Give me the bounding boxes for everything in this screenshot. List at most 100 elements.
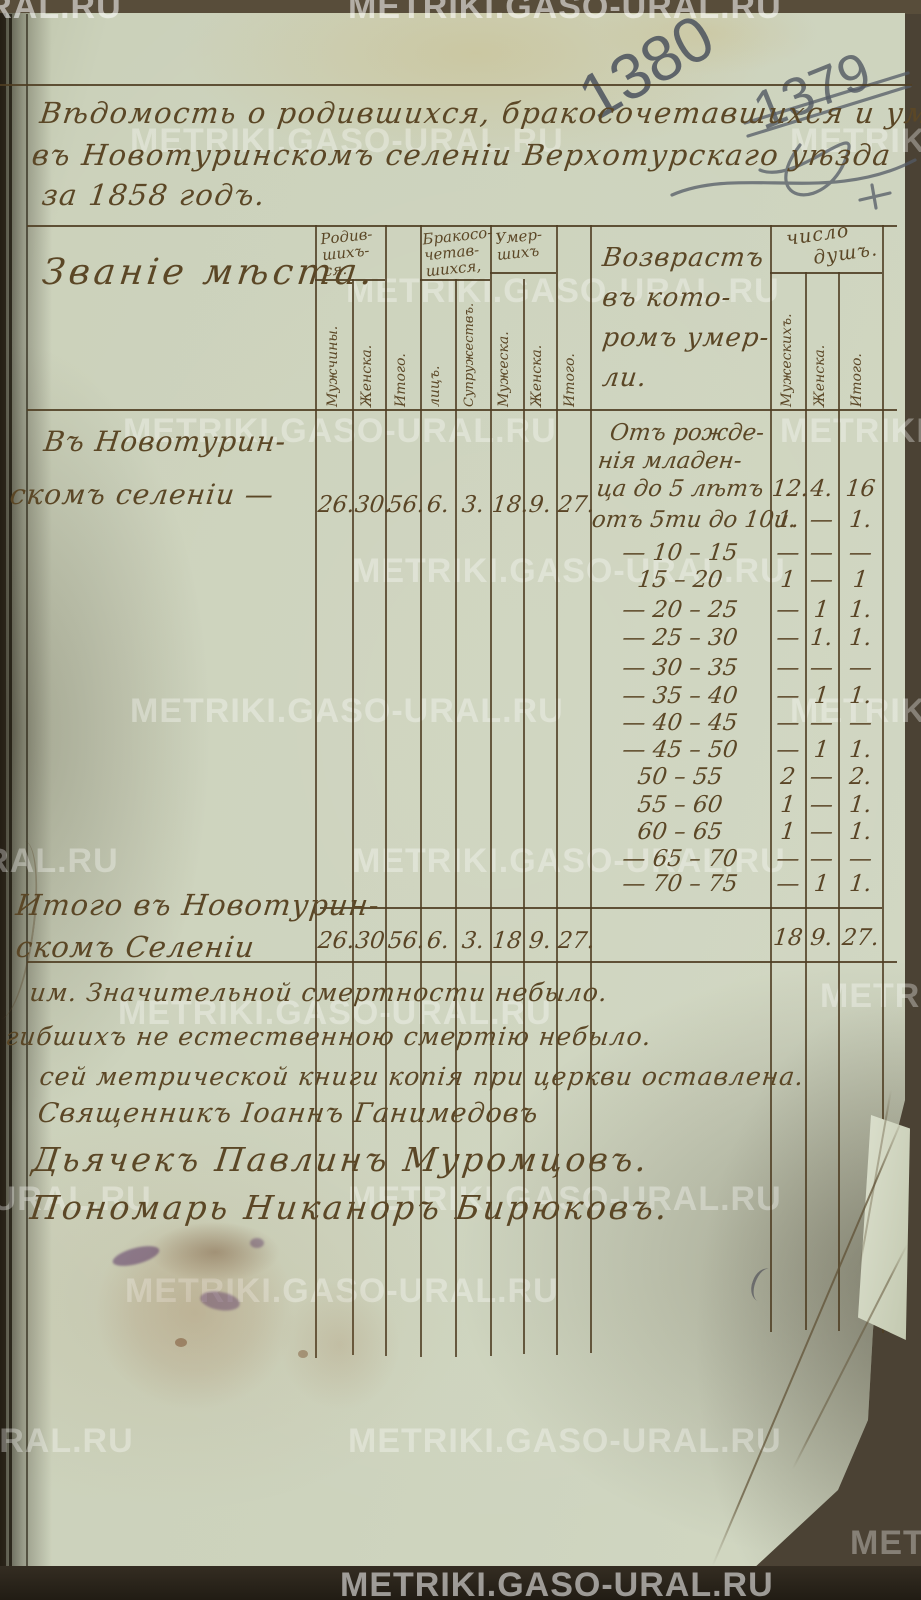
age-row-label: — 40 – 45 bbox=[620, 710, 740, 736]
table-cell: — bbox=[847, 710, 874, 736]
table-cell: 9. bbox=[527, 492, 553, 518]
table-cell: — bbox=[775, 846, 801, 872]
age-row-label: ца до 5 лѣтъ bbox=[594, 476, 766, 502]
subcolumn-label-female-born: Женска. bbox=[359, 344, 375, 407]
watermark: METRIKI.GASO-URAL.RU bbox=[820, 977, 921, 1015]
grid-line bbox=[352, 279, 354, 1355]
grid-line bbox=[556, 225, 558, 1355]
table-cell: 6. bbox=[425, 928, 451, 954]
table-cell: 1. bbox=[848, 625, 873, 651]
grid-line bbox=[490, 272, 556, 274]
age-row-label: 55 – 60 bbox=[636, 792, 724, 818]
table-cell: 1 bbox=[812, 683, 831, 709]
table-cell: 1 bbox=[812, 597, 831, 623]
subcolumn-label-male-souls: Мужескихъ. bbox=[779, 313, 795, 407]
watermark: METRIKI.GASO-URAL.RU bbox=[790, 122, 921, 160]
grid-line bbox=[770, 272, 882, 274]
table-cell: 1. bbox=[809, 625, 834, 651]
table-cell: 18 bbox=[771, 925, 805, 951]
watermark: METRIKI.GASO-URAL.RU bbox=[790, 692, 921, 730]
table-cell: — bbox=[808, 567, 835, 593]
table-cell: 9. bbox=[809, 925, 834, 951]
signature-sexton: Дьячекъ Павлинъ Муромцовъ. bbox=[30, 1140, 652, 1179]
grid-line bbox=[805, 272, 807, 1330]
watermark: METRIKI.GASO-URAL.RU bbox=[125, 1272, 559, 1311]
column-group-marriages: Бракосо- четав- шихся, bbox=[421, 223, 494, 281]
grid-line bbox=[315, 279, 385, 281]
village-row-label: Въ Новотурин- bbox=[42, 425, 289, 458]
watermark: METRIKI.GASO-URAL.RU bbox=[0, 842, 119, 880]
grid-line bbox=[882, 225, 884, 1333]
column-group-deaths: Умер- шихъ bbox=[494, 225, 543, 264]
table-cell: — bbox=[775, 737, 801, 763]
table-cell: — bbox=[847, 846, 874, 872]
total-row-label: Итого въ Новотурин- bbox=[14, 888, 382, 922]
grid-line bbox=[770, 225, 772, 1332]
grid-line bbox=[315, 225, 317, 1358]
table-cell: 1 bbox=[812, 737, 831, 763]
table-cell: — bbox=[808, 710, 835, 736]
age-row-label: — 25 – 30 bbox=[620, 625, 740, 651]
table-cell: 1 bbox=[851, 567, 870, 593]
age-row-label: — 70 – 75 bbox=[620, 871, 740, 897]
table-cell: 2 bbox=[779, 764, 797, 790]
watermark: METRIKI.GASO-URAL.RU bbox=[850, 1524, 921, 1562]
table-cell: 30 bbox=[353, 928, 387, 954]
watermark: METRIKI.GASO-URAL.RU bbox=[352, 842, 786, 880]
grid-line bbox=[838, 272, 840, 1331]
table-cell: 27. bbox=[840, 925, 881, 951]
table-cell: 16 bbox=[844, 476, 877, 502]
watermark: METRIKI.GASO-URAL.RU bbox=[0, 0, 122, 26]
table-cell: 56. bbox=[386, 928, 426, 954]
village-row-label: скомъ селеніи — bbox=[8, 478, 277, 511]
subcolumn-label-marriages: Супружествъ. bbox=[462, 302, 477, 407]
grid-line bbox=[455, 279, 457, 1357]
age-row-label: — 45 – 50 bbox=[620, 737, 740, 763]
watermark: METRIKI.GASO-URAL.RU bbox=[123, 412, 557, 450]
pencil-scribbles bbox=[670, 71, 917, 210]
table-cell: 1. bbox=[848, 792, 873, 818]
table-cell: 1. bbox=[848, 819, 873, 845]
table-cell: — bbox=[808, 540, 835, 566]
watermark: METRIKI.GASO-URAL.RU bbox=[130, 692, 564, 730]
watermark: METRIKI.GASO-URAL.RU bbox=[348, 1422, 782, 1460]
table-cell: 3. bbox=[460, 928, 486, 954]
table-cell: — bbox=[808, 655, 835, 681]
age-row-label: — 10 – 15 bbox=[620, 540, 740, 566]
table-cell: 26. bbox=[316, 492, 356, 518]
table-cell: 4. bbox=[809, 476, 834, 502]
signature-ponomar: Пономарь Никаноръ Бирюковъ. bbox=[28, 1188, 673, 1227]
table-cell: 9. bbox=[527, 928, 553, 954]
table-cell: 1. bbox=[848, 597, 873, 623]
grid-line bbox=[0, 84, 912, 86]
watermark: METRIKI.GASO-URAL.RU bbox=[780, 412, 921, 450]
page-title-line: въ Новотуринскомъ селеніи Верхотурскаго … bbox=[30, 138, 894, 172]
table-cell: — bbox=[775, 625, 801, 651]
age-row-label: 15 – 20 bbox=[636, 567, 724, 593]
grid-line bbox=[320, 907, 882, 909]
page-title-line: за 1858 годъ. bbox=[40, 178, 269, 212]
age-row-label: Отъ рожде- bbox=[608, 420, 766, 446]
grid-line bbox=[590, 225, 592, 1353]
page-edge-line bbox=[9, 14, 12, 1568]
age-row-label: 60 – 65 bbox=[636, 819, 724, 845]
note-line: сей метрической книги копія при церкви о… bbox=[38, 1062, 807, 1091]
backing-board-top bbox=[0, 0, 921, 14]
age-row-label: 50 – 55 bbox=[636, 764, 724, 790]
table-cell: 6. bbox=[425, 492, 451, 518]
watermark: METRIKI.GASO-URAL.RU bbox=[0, 1180, 152, 1218]
table-cell: 1. bbox=[848, 871, 873, 897]
table-cell: 1 bbox=[779, 819, 797, 845]
table-cell: — bbox=[808, 764, 835, 790]
age-row-label: отъ 5ти до 10и. bbox=[590, 507, 798, 533]
subcolumn-label-male-died: Мужеска. bbox=[496, 331, 512, 407]
table-cell: 1. bbox=[848, 683, 873, 709]
page-title-line: Вѣдомость о родившихся, бракосочетавшихс… bbox=[38, 96, 921, 130]
grid-line bbox=[27, 225, 897, 227]
watermark: METRIKI.GASO-URAL.RU bbox=[340, 1566, 774, 1600]
table-cell: 26. bbox=[316, 928, 356, 954]
subcolumn-label-total-died: Итого. bbox=[562, 353, 578, 407]
watermark: METRIKI.GASO-URAL.RU bbox=[352, 552, 786, 590]
page-edge-line bbox=[26, 14, 28, 1568]
